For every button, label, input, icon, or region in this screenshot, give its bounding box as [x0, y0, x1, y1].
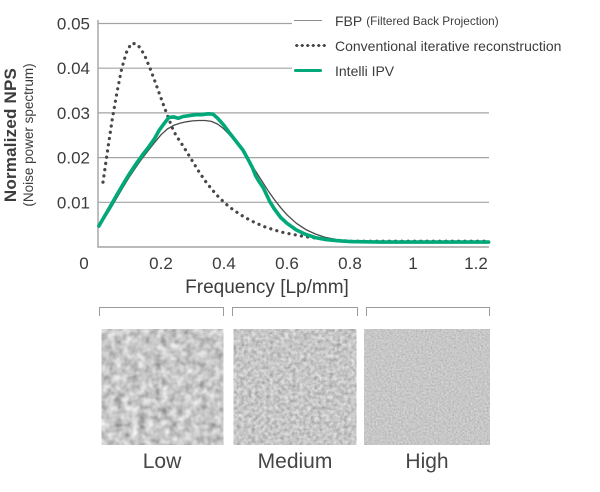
x-tick-label: 0.2 — [149, 254, 173, 273]
legend-label: Conventional iterative reconstruction — [335, 37, 562, 54]
thin-gray-line-swatch-icon — [294, 19, 322, 22]
y-tick-label: 0.02 — [57, 149, 90, 168]
y-tick-label: 0.01 — [57, 193, 90, 212]
legend-sublabel: (Filtered Back Projection) — [366, 13, 499, 28]
band-label-low: Low — [142, 450, 182, 473]
series-fbp-filtered-back-projection — [98, 119, 490, 244]
series-intelli-ipv — [97, 112, 491, 244]
legend-label: Intelli IPV — [335, 62, 395, 79]
noise-sample-low — [105, 329, 220, 444]
y-tick-label: 0.03 — [57, 104, 90, 123]
x-tick-label: 0.6 — [275, 254, 299, 273]
x-tick-label: 1.2 — [464, 254, 488, 273]
low-band-bracket — [99, 307, 224, 316]
legend-label: FBP — [335, 12, 363, 29]
axis-lines — [97, 20, 489, 248]
band-label-high: High — [405, 450, 449, 473]
legend-item-fbp: FBP (Filtered Back Projection) — [292, 8, 600, 33]
band-label-medium: Medium — [257, 450, 333, 473]
thick-green-line-swatch-icon — [294, 68, 322, 73]
noise-sample-medium — [237, 329, 353, 444]
dotted-line-swatch-icon — [294, 43, 326, 48]
x-tick-label: 1 — [408, 254, 417, 273]
noise-texture-samples — [105, 329, 486, 444]
x-tick-label: 0 — [79, 254, 88, 273]
legend-item-intelli-ipv: Intelli IPV — [292, 58, 600, 83]
legend-item-conventional-ir: Conventional iterative reconstruction — [292, 33, 600, 58]
x-axis-title: Frequency [Lp/mm] — [185, 277, 349, 298]
y-tick-label: 0.04 — [57, 59, 90, 78]
nps-line-chart: 0.01 0.02 0.03 0.04 0.05 0 0.2 0.4 0.6 0.8 1 1.2 — [57, 15, 491, 273]
medium-band-bracket — [232, 307, 358, 316]
noise-sample-high — [368, 329, 486, 444]
chart-legend: FBP (Filtered Back Projection) Conventio… — [292, 5, 600, 85]
x-tick-label: 0.8 — [338, 254, 362, 273]
high-band-bracket — [366, 307, 490, 316]
y-tick-label: 0.05 — [57, 15, 90, 34]
x-tick-label: 0.4 — [212, 254, 236, 273]
